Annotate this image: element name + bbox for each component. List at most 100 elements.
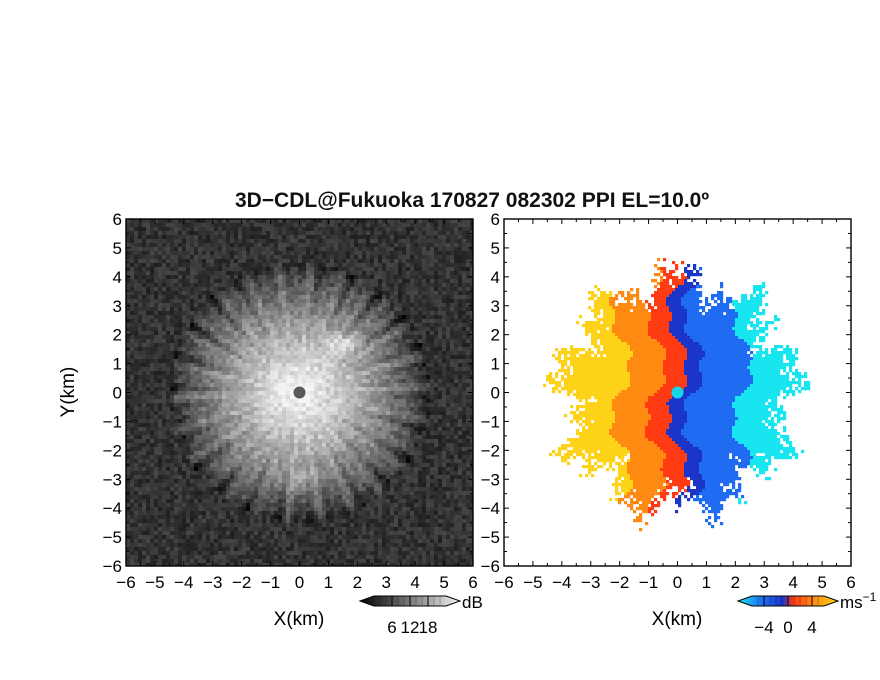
intensity-cell — [202, 319, 207, 324]
intensity-cell — [274, 243, 279, 248]
intensity-cell — [158, 219, 163, 224]
intensity-cell — [450, 239, 455, 244]
intensity-cell — [374, 335, 379, 340]
intensity-cell — [446, 447, 451, 452]
intensity-cell — [274, 319, 279, 324]
intensity-cell — [234, 395, 239, 400]
intensity-cell — [262, 259, 267, 264]
intensity-cell — [382, 343, 387, 348]
intensity-cell — [362, 343, 367, 348]
intensity-cell — [406, 375, 411, 380]
intensity-cell — [126, 259, 131, 264]
intensity-cell — [210, 327, 215, 332]
intensity-cell — [314, 291, 319, 296]
intensity-cell — [334, 303, 339, 308]
intensity-cell — [386, 295, 391, 300]
intensity-cell — [374, 311, 379, 316]
intensity-cell — [194, 439, 199, 444]
intensity-cell — [218, 451, 223, 456]
intensity-cell — [146, 371, 151, 376]
intensity-cell — [398, 419, 403, 424]
intensity-cell — [338, 379, 343, 384]
intensity-cell — [138, 439, 143, 444]
intensity-cell — [178, 443, 183, 448]
intensity-cell — [286, 431, 291, 436]
intensity-cell — [426, 323, 431, 328]
intensity-cell — [322, 403, 327, 408]
intensity-cell — [170, 271, 175, 276]
intensity-cell — [362, 423, 367, 428]
intensity-cell — [158, 279, 163, 284]
intensity-cell — [450, 323, 455, 328]
intensity-cell — [162, 235, 167, 240]
intensity-cell — [370, 287, 375, 292]
intensity-cell — [270, 311, 275, 316]
intensity-cell — [206, 351, 211, 356]
intensity-cell — [186, 395, 191, 400]
intensity-cell — [370, 419, 375, 424]
intensity-cell — [462, 423, 467, 428]
intensity-cell — [262, 223, 267, 228]
intensity-cell — [134, 451, 139, 456]
intensity-cell — [202, 263, 207, 268]
intensity-cell — [330, 259, 335, 264]
intensity-cell — [438, 443, 443, 448]
intensity-cell — [374, 303, 379, 308]
intensity-cell — [398, 287, 403, 292]
intensity-cell — [318, 219, 323, 224]
intensity-cell — [174, 407, 179, 412]
intensity-cell — [342, 431, 347, 436]
intensity-cell — [298, 295, 303, 300]
intensity-cell — [126, 423, 131, 428]
intensity-cell — [194, 243, 199, 248]
intensity-cell — [422, 407, 431, 412]
intensity-cell — [290, 327, 295, 332]
intensity-cell — [146, 391, 151, 396]
intensity-cell — [258, 403, 263, 408]
intensity-cell — [182, 331, 187, 336]
intensity-cell — [138, 275, 143, 280]
intensity-cell — [134, 231, 139, 236]
intensity-cell — [418, 403, 423, 408]
intensity-cell — [462, 307, 467, 312]
intensity-cell — [398, 323, 403, 328]
intensity-cell — [258, 307, 263, 312]
intensity-cell — [462, 255, 467, 260]
intensity-cell — [190, 391, 195, 396]
intensity-cell — [210, 387, 215, 392]
intensity-cell — [394, 283, 399, 288]
intensity-cell — [314, 351, 319, 356]
intensity-cell — [126, 303, 131, 308]
intensity-cell — [322, 247, 327, 252]
intensity-cell — [370, 391, 375, 396]
intensity-cell — [274, 387, 279, 392]
intensity-cell — [210, 363, 215, 368]
intensity-cell — [194, 447, 199, 452]
intensity-cell — [130, 363, 135, 368]
intensity-cell — [218, 235, 223, 240]
intensity-cell — [338, 423, 343, 428]
intensity-cell — [282, 427, 291, 432]
intensity-cell — [354, 335, 359, 340]
intensity-cell — [194, 391, 199, 396]
intensity-cell — [382, 359, 387, 364]
intensity-cell — [370, 435, 375, 440]
intensity-cell — [458, 415, 463, 420]
intensity-cell — [146, 379, 151, 384]
intensity-cell — [254, 239, 259, 244]
intensity-cell — [346, 371, 351, 376]
intensity-cell — [398, 231, 403, 236]
intensity-cell — [182, 447, 187, 452]
intensity-cell — [266, 439, 271, 444]
intensity-cell — [150, 231, 155, 236]
intensity-cell — [358, 347, 363, 352]
intensity-cell — [314, 447, 319, 452]
intensity-cell — [414, 355, 419, 360]
intensity-cell — [174, 395, 179, 400]
intensity-cell — [234, 299, 239, 304]
intensity-cell — [254, 375, 259, 380]
intensity-cell — [138, 231, 143, 236]
intensity-cell — [378, 383, 383, 388]
intensity-cell — [426, 427, 431, 432]
intensity-cell — [138, 323, 143, 328]
